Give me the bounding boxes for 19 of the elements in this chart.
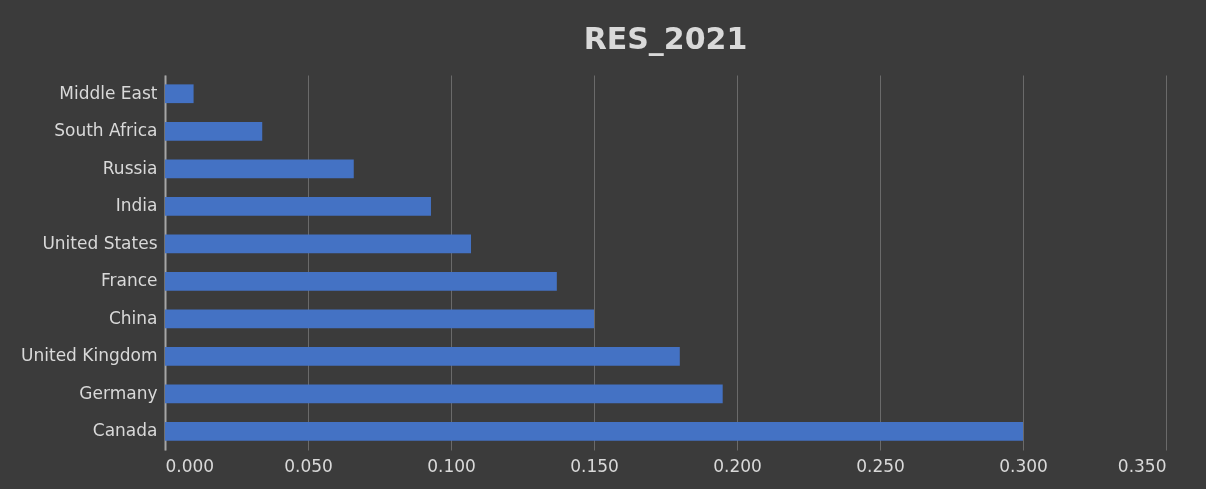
y-tick-label: United Kingdom <box>21 345 158 366</box>
y-tick-label: South Africa <box>54 120 158 141</box>
x-tick-label: 0.050 <box>284 455 333 476</box>
x-tick-label: 0.150 <box>570 455 619 476</box>
x-tick-label: 0.300 <box>999 455 1048 476</box>
y-tick-label: Canada <box>92 420 158 441</box>
chart-title: RES_2021 <box>583 21 748 56</box>
y-tick-label: United States <box>42 232 158 253</box>
y-tick-label: Russia <box>102 157 158 178</box>
y-tick-label: Middle East <box>59 82 158 103</box>
y-tick-label: India <box>115 195 158 216</box>
x-tick-label: 0.350 <box>1117 455 1167 476</box>
x-tick-label: 0.200 <box>713 455 762 476</box>
y-tick-label: Germany <box>79 382 158 403</box>
x-tick-label: 0.100 <box>427 455 476 476</box>
x-tick-label: 0.250 <box>856 455 905 476</box>
y-tick-label: China <box>108 307 158 328</box>
x-tick-label: 0.000 <box>165 455 215 476</box>
y-tick-label: France <box>100 270 158 291</box>
